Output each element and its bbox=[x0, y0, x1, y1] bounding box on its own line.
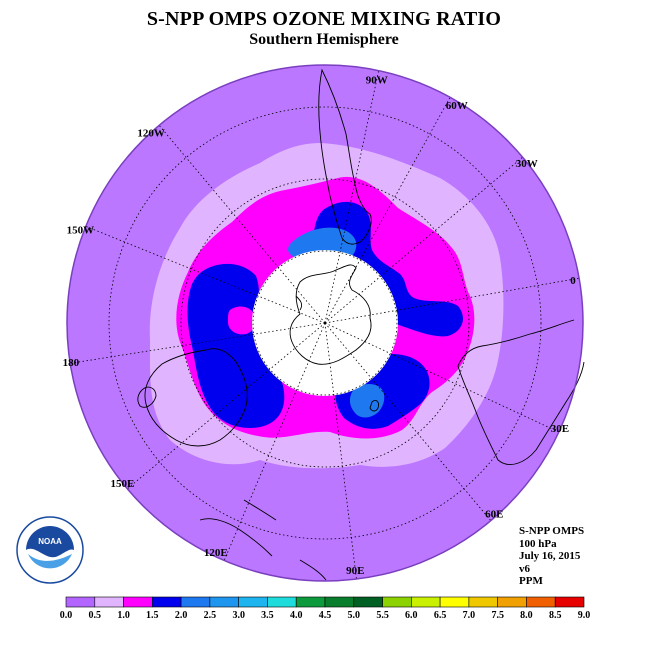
longitude-label: 90W bbox=[366, 74, 388, 86]
colorbar-swatch bbox=[382, 596, 412, 608]
colorbar: 0.0 0.5 1.0 1.5 2.0 2.5 3.0 3.5 4.0 4.5 5.0 5.5 6.0 6… bbox=[60, 596, 591, 621]
longitude-label: 30W bbox=[516, 158, 538, 170]
longitude-label: 60W bbox=[446, 100, 468, 112]
meridian-line bbox=[324, 322, 492, 521]
info-version: v6 bbox=[519, 562, 530, 575]
metadata-block: S-NPP OMPS 100 hPa July 16, 2015 v6 PPM bbox=[519, 525, 584, 588]
info-pressure-level: 100 hPa bbox=[519, 537, 557, 550]
colorbar-tick-label: 8.5 bbox=[549, 610, 562, 621]
longitude-label: 180 bbox=[63, 357, 80, 369]
meridian-line bbox=[324, 97, 451, 324]
colorbar-swatch bbox=[267, 596, 297, 608]
colorbar-tick-label: 5.5 bbox=[376, 610, 389, 621]
info-units: PPM bbox=[519, 575, 543, 587]
meridian-line bbox=[223, 322, 326, 561]
noaa-logo-text: NOAA bbox=[38, 537, 62, 546]
colorbar-swatch bbox=[439, 596, 470, 608]
indonesia-outline bbox=[199, 499, 327, 581]
colorbar-tick-label: 2.0 bbox=[175, 610, 188, 621]
colorbar-tick-label: 4.0 bbox=[290, 610, 303, 621]
longitude-label: 30E bbox=[551, 423, 569, 435]
meridian-line bbox=[324, 277, 580, 324]
colorbar-tick-label: 1.0 bbox=[117, 610, 130, 621]
coastlines bbox=[137, 68, 585, 581]
meridian-line bbox=[85, 225, 326, 324]
ozone-band-1.0-1.5-inner bbox=[228, 306, 256, 335]
latitude-circles bbox=[108, 106, 542, 540]
colorbar-tick-label: 3.5 bbox=[261, 610, 274, 621]
meridian-line bbox=[127, 322, 326, 490]
colorbar-swatch bbox=[497, 596, 527, 608]
longitude-label: 60E bbox=[485, 509, 503, 521]
meridian-line bbox=[324, 322, 559, 433]
colorbar-swatch bbox=[152, 596, 182, 608]
colorbar-swatch bbox=[526, 596, 556, 608]
antarctica-outline bbox=[289, 264, 372, 365]
longitude-label: 0 bbox=[570, 275, 576, 287]
colorbar-tick-label: 4.5 bbox=[319, 610, 332, 621]
noaa-logo: NOAA bbox=[16, 516, 84, 584]
colorbar-tick-label: 6.5 bbox=[434, 610, 447, 621]
africa-outline bbox=[457, 319, 585, 465]
meridians bbox=[70, 70, 580, 580]
new-zealand-outline bbox=[137, 386, 157, 408]
colorbar-tick-label: 0.5 bbox=[89, 610, 102, 621]
south-pole-marker bbox=[323, 321, 327, 325]
australia-outline bbox=[144, 348, 248, 447]
colorbar-swatch bbox=[295, 596, 326, 608]
south-america-outline bbox=[318, 68, 372, 245]
colorbar-swatch bbox=[94, 596, 124, 608]
colorbar-tick-label: 5.0 bbox=[348, 610, 361, 621]
ozone-band-2.0-2.5-southeast bbox=[349, 384, 385, 418]
madagascar-outline bbox=[369, 399, 379, 412]
colorbar-tick-label: 3.0 bbox=[232, 610, 245, 621]
colorbar-swatch bbox=[353, 596, 383, 608]
meridian-line bbox=[324, 156, 523, 324]
colorbar-tick-label: 0.0 bbox=[60, 610, 73, 621]
colorbar-swatch bbox=[468, 596, 498, 608]
meridian-line bbox=[158, 125, 326, 324]
longitude-label: 150E bbox=[110, 478, 134, 490]
longitude-labels: 90W 60W 30W 0 30E 60E 90E 120E 150E 180 150W 120W bbox=[63, 74, 577, 577]
ozone-band-1.5-2.0-west bbox=[187, 263, 285, 428]
colorbar-tick-label: 6.0 bbox=[405, 610, 418, 621]
colorbar-swatch bbox=[238, 596, 268, 608]
colorbar-swatch bbox=[554, 596, 585, 608]
map-title: S-NPP OMPS OZONE MIXING RATIO bbox=[146, 8, 502, 30]
meridian-line bbox=[324, 70, 380, 324]
ozone-field bbox=[67, 65, 583, 581]
colorbar-swatch bbox=[209, 596, 239, 608]
map-subtitle: Southern Hemisphere bbox=[249, 31, 399, 48]
colorbar-tick-label: 1.5 bbox=[146, 610, 159, 621]
info-date: July 16, 2015 bbox=[519, 550, 581, 562]
meridian-line bbox=[70, 322, 326, 364]
meridian-line bbox=[324, 322, 357, 580]
colorbar-tick-label: 8.0 bbox=[520, 610, 533, 621]
longitude-label: 120E bbox=[204, 547, 228, 559]
longitude-label: 150W bbox=[67, 225, 95, 237]
info-instrument: S-NPP OMPS bbox=[519, 525, 585, 537]
colorbar-tick-label: 7.5 bbox=[491, 610, 504, 621]
colorbar-tick-label: 2.5 bbox=[204, 610, 217, 621]
longitude-label: 90E bbox=[346, 565, 364, 577]
colorbar-swatch bbox=[65, 596, 96, 608]
globe-border bbox=[66, 64, 584, 582]
colorbar-swatch bbox=[123, 596, 153, 608]
colorbar-swatch bbox=[324, 596, 355, 608]
colorbar-tick-label: 7.0 bbox=[463, 610, 476, 621]
colorbar-swatch bbox=[410, 596, 441, 608]
colorbar-tick-label: 9.0 bbox=[578, 610, 591, 621]
colorbar-swatch bbox=[180, 596, 211, 608]
longitude-label: 120W bbox=[137, 127, 165, 139]
